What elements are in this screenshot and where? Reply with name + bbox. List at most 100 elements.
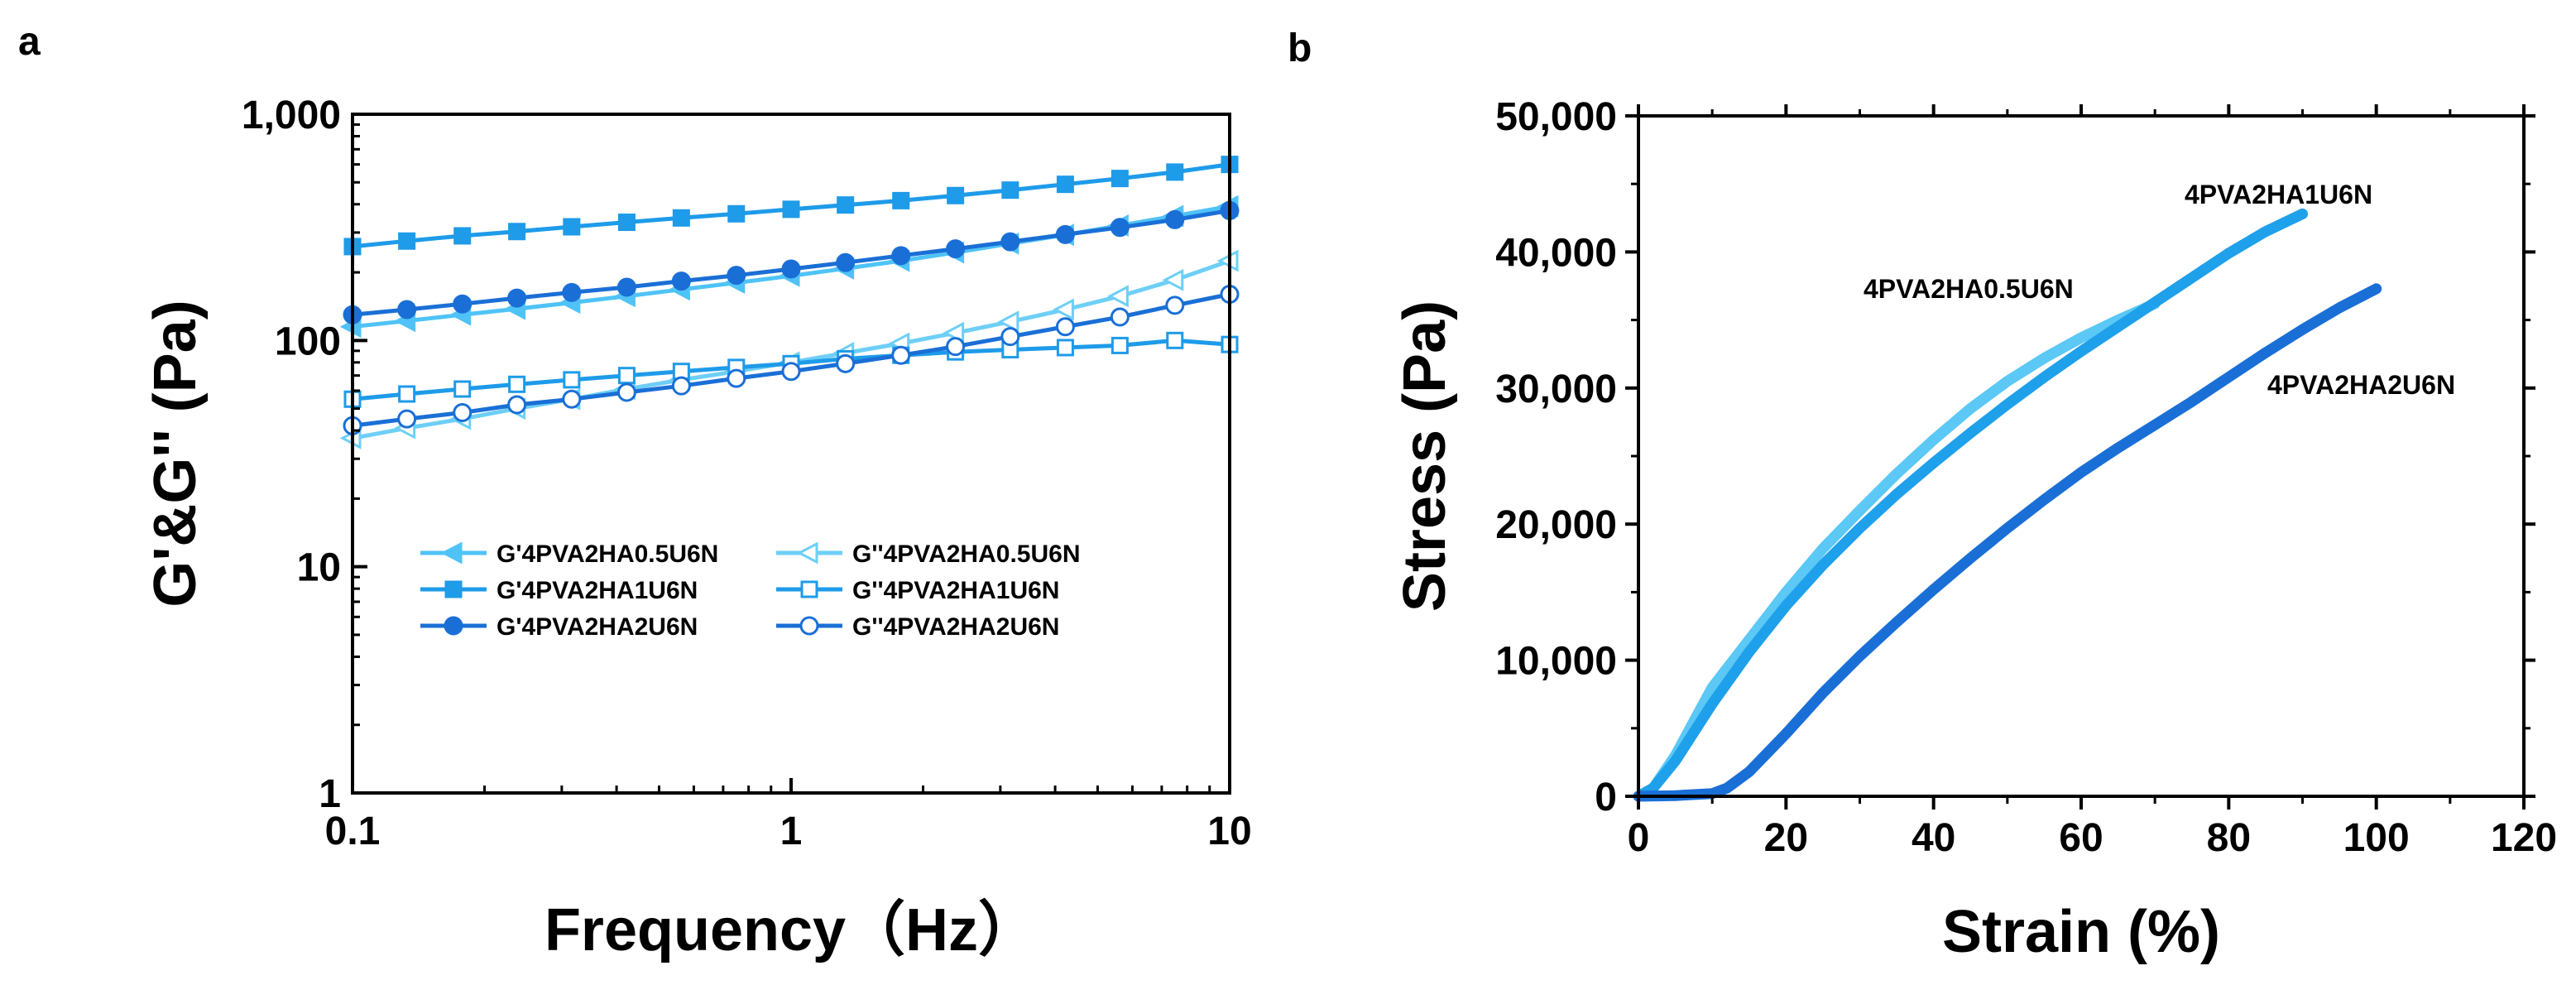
point-gg1-4pva2ha1u6n-14	[1111, 170, 1129, 188]
a-ytick-label-10: 10	[297, 546, 341, 590]
point-gg2-4pva2ha2u6n-3	[507, 395, 527, 415]
chart-b: 0 20 40 60 80 100 120 0 10,000 20,000 30,000 40,000…	[1392, 95, 2557, 965]
point-gg1-4pva2ha1u6n-8	[782, 200, 800, 219]
point-gg2-4pva2ha1u6n-15	[1166, 331, 1184, 349]
legend-marker	[796, 541, 818, 565]
legend-item-gg1-4pva2ha1u6n: G'4PVA2HA1U6N	[420, 577, 698, 604]
point-gg2-4pva2ha1u6n-13	[1056, 339, 1074, 357]
point-gg1-4pva2ha2u6n-14	[1110, 218, 1130, 238]
legend-marker	[799, 616, 819, 636]
b-xtick-label-40: 40	[1912, 816, 1955, 860]
point-gg2-4pva2ha2u6n-4	[562, 389, 582, 409]
point-gg1-4pva2ha2u6n-7	[727, 266, 746, 286]
chart-b-xlabel: Strain (%)	[1942, 899, 2220, 965]
legend-item-gg1-4pva2ha2u6n: G'4PVA2HA2U6N	[420, 613, 698, 641]
point-gg1-4pva2ha1u6n-6	[672, 209, 690, 227]
point-gg1-4pva2ha2u6n-15	[1165, 209, 1185, 229]
point-gg1-4pva2ha2u6n-2	[453, 294, 473, 314]
point-gg2-4pva2ha1u6n-4	[563, 371, 581, 389]
b-ytick-label-20000: 20,000	[1495, 503, 1617, 547]
legend-label: G''4PVA2HA0.5U6N	[852, 541, 1080, 568]
a-ytick-label-100: 100	[275, 320, 341, 363]
b-ytick-label-10000: 10,000	[1495, 640, 1617, 684]
point-gg1-4pva2ha1u6n-9	[837, 196, 855, 214]
point-gg1-4pva2ha1u6n-4	[563, 218, 581, 236]
point-gg2-4pva2ha1u6n-1	[398, 385, 416, 403]
chart-a-series	[339, 156, 1240, 449]
point-gg2-4pva2ha2u6n-9	[836, 353, 856, 373]
point-gg1-4pva2ha2u6n-12	[1000, 232, 1020, 252]
chart-a-legend: G'4PVA2HA0.5U6N G''4PVA2HA0.5U6N G'4PVA2HA…	[420, 541, 1080, 641]
point-gg2-4pva2ha2u6n-7	[727, 368, 746, 388]
point-gg1-4pva2ha2u6n-6	[671, 271, 691, 291]
point-gg1-4pva2ha2u6n-1	[397, 300, 417, 320]
chart-b-ticks: 0 20 40 60 80 100 120 0 10,000 20,000 30,000 40,000…	[1495, 95, 2557, 860]
point-gg1-4pva2ha1u6n-11	[947, 186, 965, 204]
b-xtick-label-120: 120	[2491, 816, 2557, 860]
b-xtick-label-60: 60	[2059, 816, 2103, 860]
a-ytick-label-1: 1	[319, 772, 341, 816]
point-gg1-4pva2ha2u6n-4	[562, 282, 582, 302]
curve-4pva2ha1u6n	[1633, 208, 2308, 802]
chart-b-series	[1633, 208, 2382, 802]
legend-label: G''4PVA2HA2U6N	[852, 613, 1059, 641]
b-ytick-label-30000: 30,000	[1495, 368, 1617, 411]
point-gg1-4pva2ha1u6n-1	[398, 232, 416, 250]
point-gg1-4pva2ha1u6n-15	[1166, 163, 1184, 181]
legend-label: G'4PVA2HA2U6N	[496, 613, 698, 641]
point-gg2-4pva2ha2u6n-8	[781, 362, 801, 382]
point-gg2-4pva2ha0-5u6n-14	[1107, 285, 1129, 308]
legend-label: G'4PVA2HA1U6N	[496, 577, 698, 604]
point-gg2-4pva2ha0-5u6n-15	[1162, 268, 1184, 291]
annotation-4pva2ha2u6n: 4PVA2HA2U6N	[2267, 370, 2455, 400]
point-gg1-4pva2ha2u6n-3	[507, 288, 527, 308]
panel-label-a: a	[18, 20, 41, 64]
point-gg2-4pva2ha2u6n-1	[397, 409, 417, 429]
a-xtick-label-0p1: 0.1	[325, 810, 381, 853]
point-gg2-4pva2ha2u6n-15	[1165, 296, 1185, 315]
a-ytick-label-1000: 1,000	[242, 94, 341, 137]
legend-marker	[444, 580, 463, 598]
b-xtick-label-100: 100	[2343, 816, 2410, 860]
point-gg1-4pva2ha1u6n-5	[617, 214, 636, 232]
legend-marker	[440, 541, 463, 565]
point-gg1-4pva2ha2u6n-9	[836, 252, 856, 272]
b-ytick-label-0: 0	[1595, 776, 1617, 819]
legend-marker	[444, 616, 463, 636]
chart-a-ylabel: G'&G'' (Pa)	[142, 300, 209, 607]
point-gg2-4pva2ha2u6n-13	[1055, 317, 1075, 337]
annotation-4pva2ha1u6n: 4PVA2HA1U6N	[2185, 180, 2372, 209]
point-gg1-4pva2ha1u6n-10	[892, 191, 910, 209]
chart-a-xlabel: Frequency（Hz）	[544, 897, 1038, 963]
series-gg1-4pva2ha1u6n	[343, 156, 1239, 256]
point-gg1-4pva2ha1u6n-3	[508, 223, 526, 241]
a-xtick-label-10: 10	[1207, 810, 1251, 853]
legend-marker	[800, 580, 818, 598]
curve-4pva2ha0-5u6n	[1633, 298, 2161, 802]
legend-item-gg2-4pva2ha0-5u6n: G''4PVA2HA0.5U6N	[776, 541, 1080, 568]
point-gg1-4pva2ha2u6n-5	[616, 277, 636, 297]
point-gg2-4pva2ha1u6n-5	[617, 367, 636, 385]
chart-b-ylabel: Stress (Pa)	[1392, 300, 1458, 612]
b-ytick-label-50000: 50,000	[1495, 95, 1617, 139]
b-xtick-label-0: 0	[1628, 816, 1650, 860]
point-gg1-4pva2ha2u6n-13	[1055, 224, 1075, 244]
chart-b-frame	[1637, 114, 2526, 798]
point-gg1-4pva2ha1u6n-7	[727, 204, 746, 223]
point-gg2-4pva2ha1u6n-14	[1111, 336, 1129, 354]
legend-label: G'4PVA2HA0.5U6N	[496, 541, 718, 568]
point-gg1-4pva2ha1u6n-2	[453, 227, 472, 245]
annotation-4pva2ha05u6n: 4PVA2HA0.5U6N	[1864, 274, 2074, 304]
panel-label-b: b	[1288, 26, 1312, 70]
point-gg2-4pva2ha2u6n-5	[616, 382, 636, 402]
point-gg2-4pva2ha2u6n-2	[453, 402, 473, 422]
point-gg1-4pva2ha2u6n-10	[891, 246, 911, 266]
point-gg2-4pva2ha2u6n-11	[946, 337, 966, 357]
point-gg1-4pva2ha2u6n-11	[946, 239, 966, 259]
legend-item-gg1-4pva2ha0-5u6n: G'4PVA2HA0.5U6N	[420, 541, 718, 568]
line-gg2-4pva2ha0-5u6n	[352, 258, 1230, 440]
point-gg1-4pva2ha1u6n-12	[1001, 181, 1019, 199]
legend-item-gg2-4pva2ha1u6n: G''4PVA2HA1U6N	[776, 577, 1059, 604]
